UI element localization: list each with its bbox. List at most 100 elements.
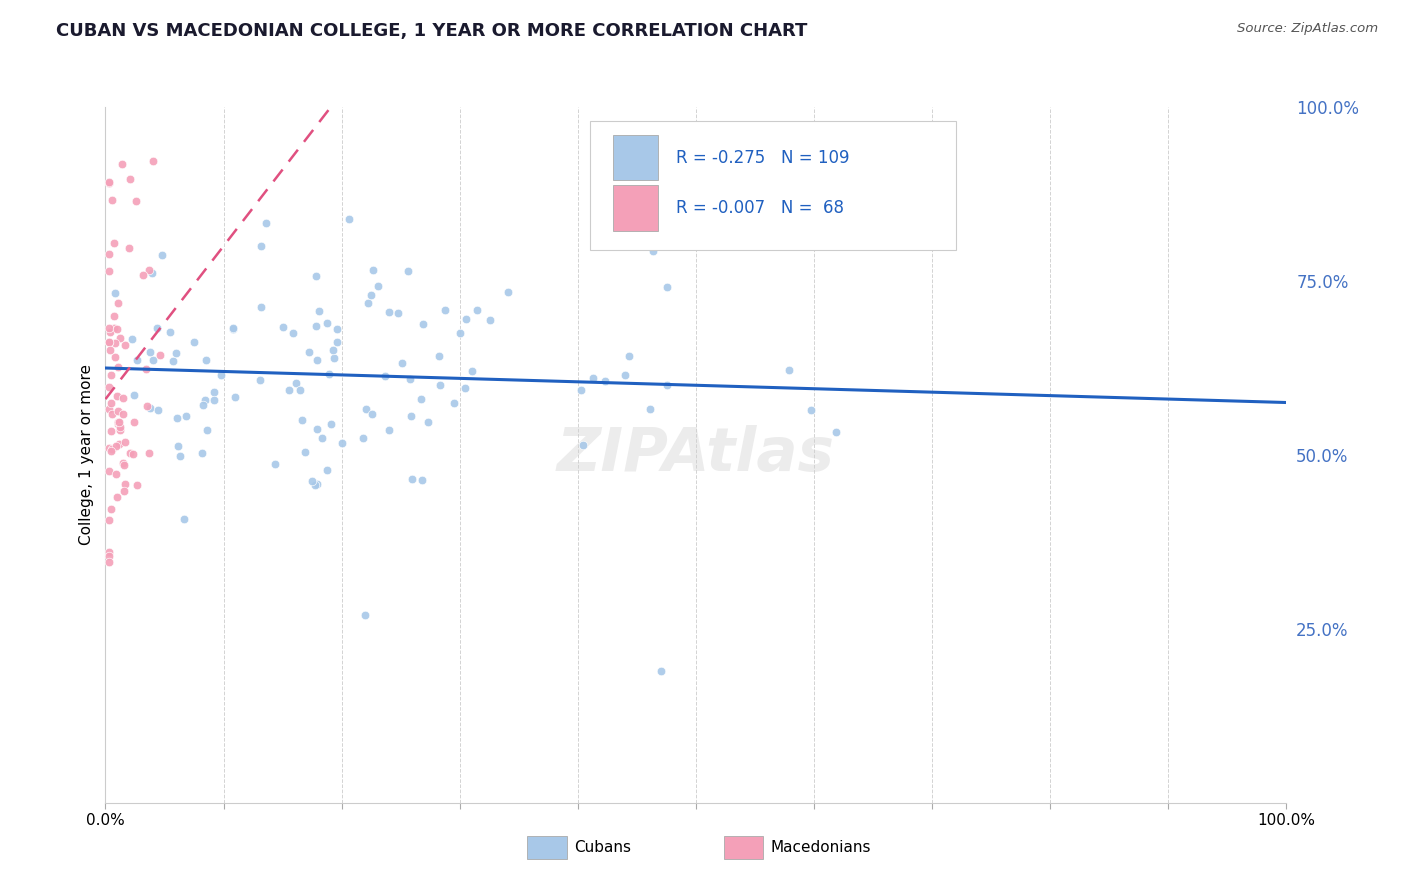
Point — [449, 326, 471, 340]
Point — [104, 336, 127, 351]
Point — [427, 349, 450, 363]
Point — [101, 407, 124, 421]
Text: R = -0.007   N =  68: R = -0.007 N = 68 — [676, 199, 844, 217]
Point — [378, 305, 401, 319]
Point — [114, 435, 136, 450]
Point — [169, 449, 191, 463]
Point — [191, 398, 214, 412]
Point — [98, 176, 121, 190]
Point — [297, 345, 319, 359]
Point — [304, 319, 326, 334]
Point — [98, 513, 121, 527]
Point — [111, 456, 134, 470]
Point — [354, 607, 377, 622]
Point — [305, 477, 328, 491]
Point — [638, 401, 661, 416]
Point — [100, 425, 122, 439]
Point — [250, 238, 273, 252]
Point — [142, 353, 165, 368]
Point — [465, 303, 488, 318]
Point — [617, 349, 640, 363]
Point — [105, 389, 128, 403]
Point — [194, 393, 217, 408]
Point — [173, 512, 195, 526]
Point — [401, 472, 423, 486]
Point — [118, 241, 141, 255]
Point — [291, 413, 314, 427]
Point — [162, 353, 184, 368]
Point — [264, 458, 287, 472]
Point — [107, 403, 129, 417]
Point — [98, 247, 121, 261]
Point — [101, 194, 124, 208]
Point — [145, 320, 167, 334]
Point — [357, 296, 380, 310]
Point — [165, 346, 187, 360]
Point — [107, 360, 129, 375]
Point — [360, 288, 382, 302]
Point — [111, 157, 134, 171]
Point — [159, 325, 181, 339]
Point — [249, 374, 271, 388]
Point — [127, 353, 149, 368]
Point — [98, 334, 121, 349]
Point — [100, 502, 122, 516]
FancyBboxPatch shape — [589, 121, 956, 250]
Point — [120, 171, 142, 186]
Point — [409, 392, 432, 406]
Point — [98, 343, 121, 357]
Point — [316, 317, 339, 331]
Point — [454, 381, 477, 395]
Point — [174, 409, 197, 423]
Text: CUBAN VS MACEDONIAN COLLEGE, 1 YEAR OR MORE CORRELATION CHART: CUBAN VS MACEDONIAN COLLEGE, 1 YEAR OR M… — [56, 22, 807, 40]
Point — [825, 425, 848, 439]
Point — [305, 352, 328, 367]
Point — [98, 380, 121, 394]
Point — [367, 278, 389, 293]
Text: Cubans: Cubans — [574, 840, 631, 855]
Point — [277, 383, 299, 397]
Point — [641, 244, 664, 258]
Point — [412, 317, 434, 331]
Point — [110, 330, 132, 344]
Point — [108, 423, 131, 437]
Point — [323, 351, 346, 366]
Point — [250, 300, 273, 314]
FancyBboxPatch shape — [613, 136, 658, 180]
Point — [315, 463, 337, 477]
Point — [271, 319, 294, 334]
Point — [254, 216, 277, 230]
Point — [222, 322, 245, 336]
Text: Source: ZipAtlas.com: Source: ZipAtlas.com — [1237, 22, 1378, 36]
Point — [183, 334, 205, 349]
Point — [104, 286, 127, 301]
Point — [112, 407, 135, 421]
Point — [650, 664, 672, 678]
Point — [103, 309, 125, 323]
Point — [107, 417, 129, 431]
Point — [221, 321, 243, 335]
Point — [100, 444, 122, 458]
Point — [98, 544, 121, 558]
Point — [655, 378, 678, 392]
Point — [105, 490, 128, 504]
Point — [146, 403, 169, 417]
Point — [107, 322, 129, 336]
Point — [361, 407, 384, 421]
Point — [321, 417, 343, 431]
Point — [98, 464, 121, 478]
Point — [122, 447, 145, 461]
Point — [778, 363, 800, 377]
Point — [103, 236, 125, 251]
Point — [103, 321, 125, 335]
Point — [138, 263, 160, 277]
Point — [378, 423, 401, 437]
Point — [352, 432, 374, 446]
Point — [305, 422, 328, 436]
Point — [443, 396, 465, 410]
Text: Macedonians: Macedonians — [770, 840, 870, 855]
Point — [190, 446, 212, 460]
Point — [460, 363, 482, 377]
Point — [98, 402, 121, 417]
Point — [108, 436, 131, 450]
